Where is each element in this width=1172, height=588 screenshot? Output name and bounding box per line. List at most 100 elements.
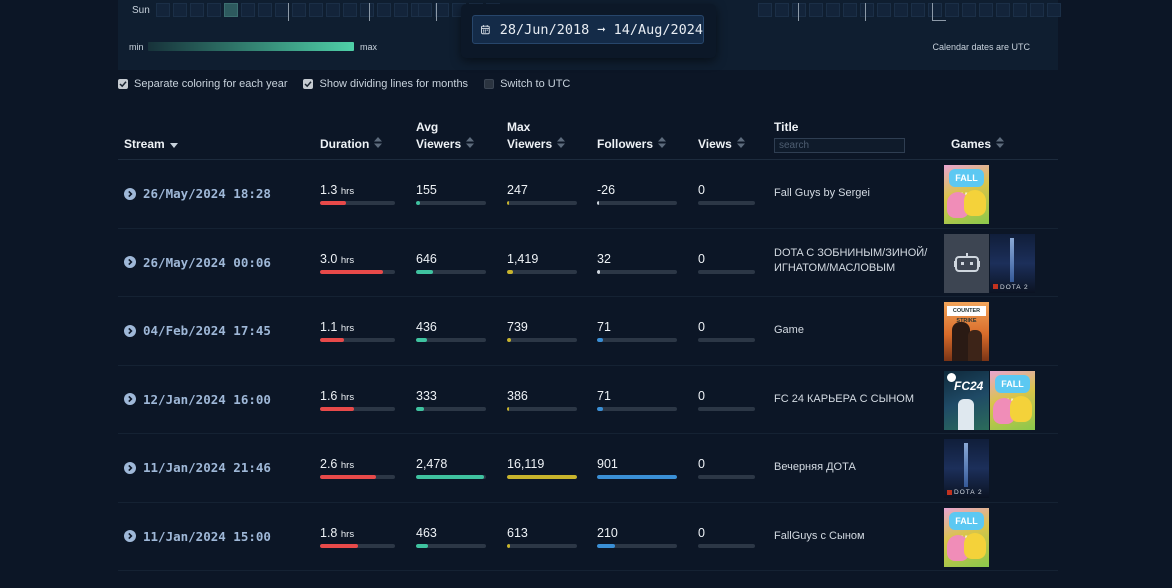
expand-chevron-icon [124, 461, 136, 474]
followers-value: 32 [597, 252, 611, 266]
avg-header-label-1: Avg [416, 120, 439, 134]
calendar-icon [481, 25, 490, 35]
sort-icon [736, 136, 745, 153]
stream-title: Game [774, 324, 804, 336]
views-value: 0 [698, 320, 705, 334]
stream-link[interactable]: 11/Jan/2024 15:00 [124, 529, 271, 544]
dota-light-beam [964, 443, 968, 487]
stream-link[interactable]: 11/Jan/2024 21:46 [124, 460, 271, 475]
avg-bar [416, 475, 486, 479]
duration-value: 1.3 hrs [320, 183, 354, 197]
calendar-day-cell[interactable] [394, 3, 408, 17]
date-range-picker[interactable]: 28/Jun/2018 ➞ 14/Aug/2024 [472, 15, 704, 44]
max-number: 739 [507, 320, 528, 334]
fall-guys-game-thumbnail[interactable]: FALL GUYS [990, 370, 1035, 430]
checkbox-checked-icon [303, 79, 314, 89]
views-bar [698, 475, 755, 479]
fc-24-game-thumbnail[interactable]: FC24 [944, 370, 989, 430]
calendar-day-cell[interactable] [894, 3, 908, 17]
column-header-followers[interactable]: Followers [597, 136, 667, 153]
table-row: 11/Jan/2024 21:46 2.6 hrs 2,478 16,119 901 0 В… [118, 434, 1058, 503]
calendar-day-cell[interactable] [326, 3, 340, 17]
views-number: 0 [698, 525, 705, 540]
calendar-day-cell[interactable] [809, 3, 823, 17]
switch-utc-checkbox[interactable]: Switch to UTC [484, 78, 570, 90]
calendar-day-cell[interactable] [860, 3, 874, 17]
expand-chevron-icon [124, 530, 136, 542]
separate-coloring-checkbox[interactable]: Separate coloring for each year [118, 78, 287, 90]
views-bar [698, 543, 755, 548]
calendar-day-cell[interactable] [258, 3, 272, 17]
calendar-utc-note: Calendar dates are UTC [932, 42, 1030, 52]
calendar-day-cell[interactable] [758, 3, 772, 17]
games-cell: FALL GUYS [944, 165, 990, 224]
cs-soldier-figure [968, 330, 982, 361]
calendar-day-cell[interactable] [275, 3, 289, 17]
calendar-day-cell[interactable] [156, 3, 170, 17]
column-header-games[interactable]: Games [951, 136, 1005, 153]
fall-guys-logo-text: FALL GUYS [995, 374, 1030, 407]
views-bar [698, 338, 755, 342]
calendar-day-cell[interactable] [1047, 3, 1061, 17]
views-number: 0 [698, 320, 705, 334]
column-header-avg-viewers[interactable]: Avg Viewers [416, 119, 475, 153]
followers-number: 210 [597, 525, 618, 540]
column-header-max-viewers[interactable]: Max Viewers [507, 119, 566, 153]
calendar-day-cell[interactable] [945, 3, 959, 17]
calendar-day-cell[interactable] [1013, 3, 1027, 17]
calendar-day-cell[interactable] [911, 3, 925, 17]
stream-date: 26/May/2024 18:28 [143, 186, 271, 201]
max-value: 247 [507, 183, 528, 197]
calendar-day-cell[interactable] [877, 3, 891, 17]
calendar-day-cell[interactable] [309, 3, 323, 17]
calendar-day-cell[interactable] [343, 3, 357, 17]
robot-game-thumbnail[interactable] [944, 233, 989, 293]
month-divider-line [932, 20, 946, 21]
fall-guys-game-thumbnail[interactable]: FALL GUYS [944, 507, 989, 567]
duration-unit: hrs [340, 323, 355, 334]
column-header-stream[interactable]: Stream [124, 136, 178, 153]
dividing-lines-checkbox[interactable]: Show dividing lines for months [303, 78, 468, 90]
stream-link[interactable]: 12/Jan/2024 16:00 [124, 392, 271, 407]
calendar-day-cell[interactable] [962, 3, 976, 17]
fc-player-figure [958, 398, 974, 430]
stream-link[interactable]: 26/May/2024 00:06 [124, 255, 271, 270]
followers-number: 71 [597, 320, 611, 334]
counter-strike-game-thumbnail[interactable]: COUNTER STRIKE [944, 302, 989, 361]
calendar-day-cell[interactable] [377, 3, 391, 17]
sort-icon [466, 136, 475, 153]
calendar-day-cell[interactable] [1030, 3, 1044, 17]
calendar-day-cell[interactable] [826, 3, 840, 17]
followers-value: -26 [597, 183, 615, 197]
duration-value: 1.8 hrs [320, 526, 354, 540]
calendar-day-cell[interactable] [292, 3, 306, 17]
stream-link[interactable]: 04/Feb/2024 17:45 [124, 323, 271, 338]
dota-2-game-thumbnail[interactable]: DOTA 2 [944, 439, 989, 498]
dota-2-game-thumbnail[interactable]: DOTA 2 [990, 233, 1035, 293]
calendar-day-cell[interactable] [792, 3, 806, 17]
fall-guys-bean [947, 192, 969, 218]
sort-desc-icon [169, 136, 178, 153]
calendar-day-cell[interactable] [190, 3, 204, 17]
stream-link[interactable]: 26/May/2024 18:28 [124, 186, 271, 201]
games-header-label: Games [951, 137, 992, 151]
fall-guys-game-thumbnail[interactable]: FALL GUYS [944, 165, 989, 224]
title-search-input[interactable] [774, 138, 905, 153]
calendar-day-cell[interactable] [979, 3, 993, 17]
calendar-day-cell[interactable] [996, 3, 1010, 17]
calendar-day-cell[interactable] [775, 3, 789, 17]
games-cell: FC24 FALL GUYS [944, 370, 1036, 430]
calendar-day-cell[interactable] [928, 3, 942, 17]
duration-number: 1.8 [320, 525, 338, 540]
column-header-views[interactable]: Views [698, 136, 745, 153]
calendar-day-cell[interactable] [173, 3, 187, 17]
calendar-day-cell[interactable] [843, 3, 857, 17]
calendar-day-cell[interactable] [360, 3, 374, 17]
calendar-day-cell[interactable] [241, 3, 255, 17]
calendar-day-cell[interactable] [207, 3, 221, 17]
column-header-duration[interactable]: Duration [320, 136, 383, 153]
max-bar [507, 475, 577, 479]
calendar-day-cell[interactable] [224, 3, 238, 17]
calendar-day-cell[interactable] [418, 3, 432, 17]
calendar-day-cell[interactable] [435, 3, 449, 17]
